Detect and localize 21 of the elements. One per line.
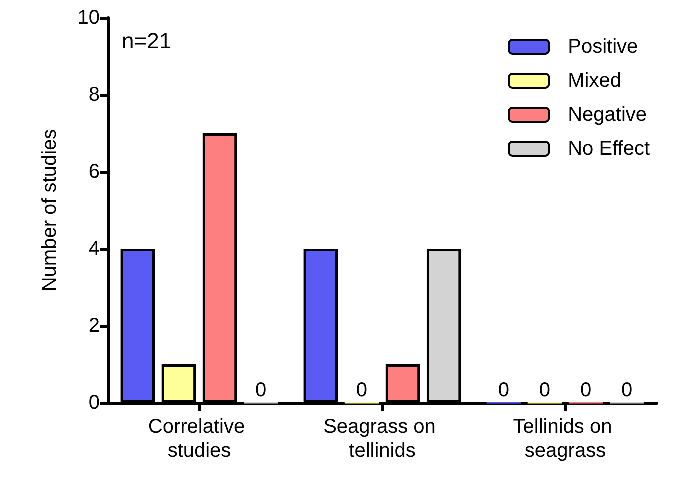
legend-label: Mixed [568,70,622,92]
y-tick-label: 4 [88,238,100,260]
legend-label: No Effect [568,138,650,160]
y-tick-label: 10 [78,7,100,29]
y-tick-label: 6 [88,161,100,183]
data-label: 0 [580,379,592,402]
y-tick-label: 0 [88,392,100,414]
data-label: 0 [498,379,510,402]
x-tick-label: Correlative studies [148,416,251,462]
x-tick-label: Tellinids on seagrass [513,416,618,462]
data-label: 0 [356,379,368,402]
x-tick-label: Seagrass on tellinids [324,416,442,462]
annotation: n=21 [122,28,172,54]
legend-label: Negative [568,104,648,126]
data-label: 0 [539,379,551,402]
y-tick-label: 2 [88,315,100,337]
y-axis-title: Number of studies [39,129,61,292]
data-label: 0 [256,379,267,402]
y-tick-label: 8 [88,84,100,106]
data-label: 0 [622,379,633,402]
legend-label: Positive [568,36,638,58]
